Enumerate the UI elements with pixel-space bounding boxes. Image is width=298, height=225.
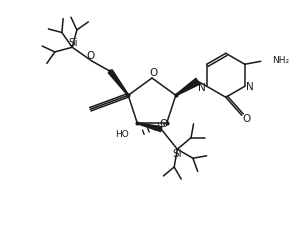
Text: NH₂: NH₂ <box>272 56 289 65</box>
Text: O: O <box>150 68 158 78</box>
Text: N: N <box>246 82 254 92</box>
Text: O: O <box>159 119 167 129</box>
Text: O: O <box>86 51 94 61</box>
Text: Si: Si <box>69 38 78 48</box>
Polygon shape <box>176 78 200 96</box>
Polygon shape <box>108 70 129 96</box>
Text: O: O <box>243 114 251 124</box>
Polygon shape <box>137 123 162 132</box>
Text: Si: Si <box>173 149 182 159</box>
Text: N: N <box>198 83 206 93</box>
Text: HO: HO <box>115 130 129 139</box>
